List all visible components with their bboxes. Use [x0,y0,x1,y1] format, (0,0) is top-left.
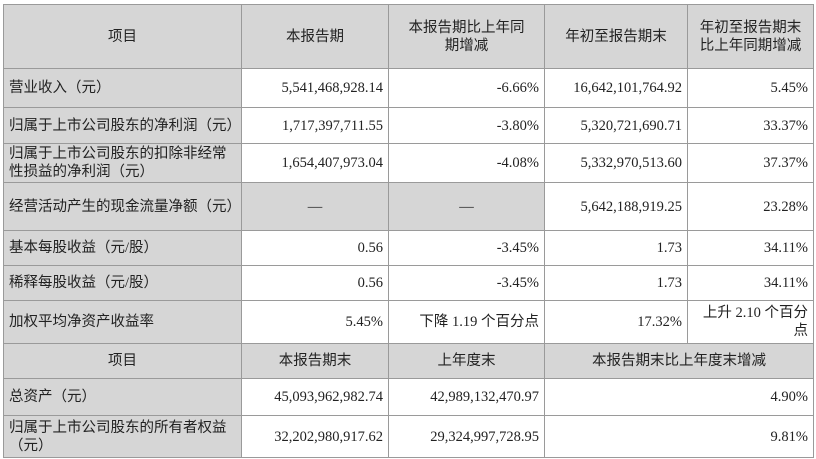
cell: 23.28% [687,182,814,231]
cell: 32,202,980,917.62 [241,415,389,458]
header-cell: 本报告期末比上年度末增减 [544,343,814,379]
cell: 5,642,188,919.25 [544,182,688,231]
row-label: 归属于上市公司股东的所有者权益（元） [3,415,242,458]
cell: 5.45% [241,300,389,344]
table-row: 稀释每股收益（元/股） 0.56 -3.45% 1.73 34.11% [3,265,814,301]
table-row: 加权平均净资产收益率 5.45% 下降 1.19 个百分点 17.32% 上升 … [3,300,814,344]
table-row: 基本每股收益（元/股） 0.56 -3.45% 1.73 34.11% [3,230,814,266]
cell: 16,642,101,764.92 [544,68,688,108]
row-label: 基本每股收益（元/股） [3,230,242,266]
table-row: 营业收入（元） 5,541,468,928.14 -6.66% 16,642,1… [3,68,814,108]
cell: — [241,182,389,231]
cell: 34.11% [687,265,814,301]
table-row: 归属于上市公司股东的净利润（元） 1,717,397,711.55 -3.80%… [3,107,814,144]
cell: 37.37% [687,143,814,183]
cell: 0.56 [241,265,389,301]
header-cell: 本报告期 [241,4,389,69]
cell: 34.11% [687,230,814,266]
cell: 1,654,407,973.04 [241,143,389,183]
cell: 5,541,468,928.14 [241,68,389,108]
row-label: 总资产（元） [3,378,242,416]
cell: 17.32% [544,300,688,344]
cell: 5,332,970,513.60 [544,143,688,183]
cell: 1,717,397,711.55 [241,107,389,144]
row-label: 归属于上市公司股东的扣除非经常性损益的净利润（元） [3,143,242,183]
cell: 5,320,721,690.71 [544,107,688,144]
cell: -3.80% [388,107,545,144]
row-label: 稀释每股收益（元/股） [3,265,242,301]
cell: -4.08% [388,143,545,183]
cell: 4.90% [544,378,814,416]
header-cell: 项目 [3,4,242,69]
cell: 上升 2.10 个百分点 [687,300,814,344]
table-row: 经营活动产生的现金流量净额（元） — — 5,642,188,919.25 23… [3,182,814,231]
cell: 5.45% [687,68,814,108]
row-label: 经营活动产生的现金流量净额（元） [3,182,242,231]
header-cell: 项目 [3,343,242,379]
header-cell: 本报告期末 [241,343,389,379]
table-row: 总资产（元） 45,093,962,982.74 42,989,132,470.… [3,378,814,416]
header-cell: 年初至报告期末比上年同期增减 [687,4,814,69]
cell: 42,989,132,470.97 [388,378,545,416]
row-label: 营业收入（元） [3,68,242,108]
table-header-row: 项目 本报告期末 上年度末 本报告期末比上年度末增减 [3,343,814,379]
cell: 29,324,997,728.95 [388,415,545,458]
cell: -3.45% [388,265,545,301]
cell: 1.73 [544,230,688,266]
header-cell: 本报告期比上年同期增减 [388,4,545,69]
cell: 0.56 [241,230,389,266]
cell: — [388,182,545,231]
table-row: 归属于上市公司股东的所有者权益（元） 32,202,980,917.62 29,… [3,415,814,458]
row-label: 加权平均净资产收益率 [3,300,242,344]
financial-data-table: 项目 本报告期 本报告期比上年同期增减 年初至报告期末 年初至报告期末比上年同期… [3,4,814,458]
table-header-row: 项目 本报告期 本报告期比上年同期增减 年初至报告期末 年初至报告期末比上年同期… [3,4,814,69]
header-cell: 年初至报告期末 [544,4,688,69]
row-label: 归属于上市公司股东的净利润（元） [3,107,242,144]
cell: 33.37% [687,107,814,144]
cell: -6.66% [388,68,545,108]
header-cell: 上年度末 [388,343,545,379]
cell: -3.45% [388,230,545,266]
cell: 9.81% [544,415,814,458]
cell: 45,093,962,982.74 [241,378,389,416]
cell: 1.73 [544,265,688,301]
table-row: 归属于上市公司股东的扣除非经常性损益的净利润（元） 1,654,407,973.… [3,143,814,183]
cell: 下降 1.19 个百分点 [388,300,545,344]
